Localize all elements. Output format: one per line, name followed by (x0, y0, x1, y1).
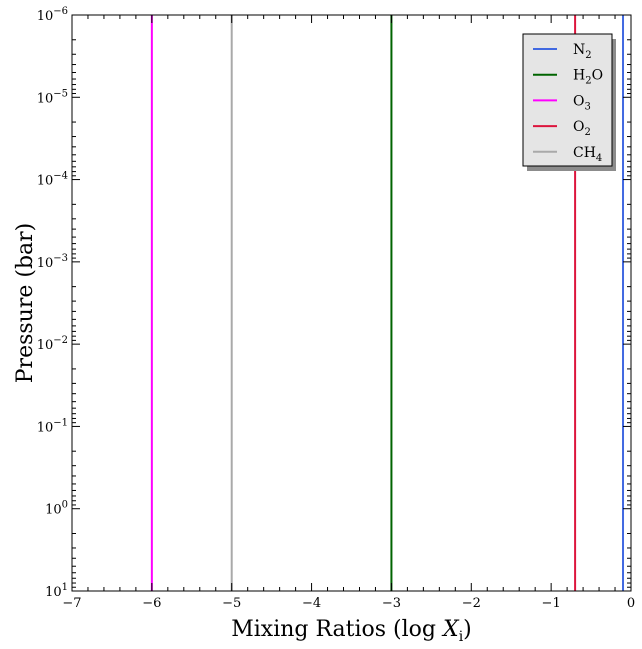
legend-label: O3 (573, 93, 591, 112)
legend-entries: N2 H2O O3 O2 CH4 (533, 42, 603, 164)
x-tick-label: −5 (222, 596, 241, 611)
legend-entry: N2 (533, 42, 592, 61)
y-tick-label: 10−1 (37, 417, 68, 435)
legend-label: H2O (573, 68, 603, 87)
x-tick-label: −7 (62, 596, 81, 611)
x-tick-label: −2 (462, 596, 481, 611)
legend-box (522, 33, 613, 167)
legend-entry: O3 (533, 93, 591, 112)
y-tick-label: 10−2 (37, 335, 68, 353)
y-tick-label: 101 (45, 582, 68, 600)
x-tick-label: −6 (142, 596, 161, 611)
minor-tick-layer (72, 15, 631, 591)
y-tick-label: 10−5 (37, 88, 68, 106)
x-tick-label: 0 (627, 596, 635, 611)
x-tick-labels: −7 −6 −5 −4 −3 −2 −1 0 (62, 596, 635, 611)
legend-label: N2 (573, 42, 592, 61)
x-axis-title: Mixing Ratios (log Xi) (231, 617, 472, 645)
legend-entry: O2 (533, 119, 591, 138)
y-tick-label: 100 (45, 500, 68, 518)
x-tick-label: −1 (542, 596, 561, 611)
legend-entry: H2O (533, 68, 603, 87)
plot-frame (71, 14, 632, 592)
y-tick-labels: 10−6 10−5 10−4 10−3 10−2 10−1 100 101 (37, 6, 68, 600)
legend-label: CH4 (573, 145, 602, 164)
y-axis-title: Pressure (bar) (13, 223, 38, 384)
y-tick-label: 10−6 (37, 6, 68, 24)
legend-entry: CH4 (533, 145, 602, 164)
y-tick-label: 10−3 (37, 253, 68, 271)
legend-label: O2 (573, 119, 591, 138)
x-tick-label: −4 (302, 596, 321, 611)
legend: N2 H2O O3 O2 CH4 (522, 33, 616, 171)
x-tick-label: −3 (382, 596, 401, 611)
y-tick-label: 10−4 (37, 171, 68, 189)
